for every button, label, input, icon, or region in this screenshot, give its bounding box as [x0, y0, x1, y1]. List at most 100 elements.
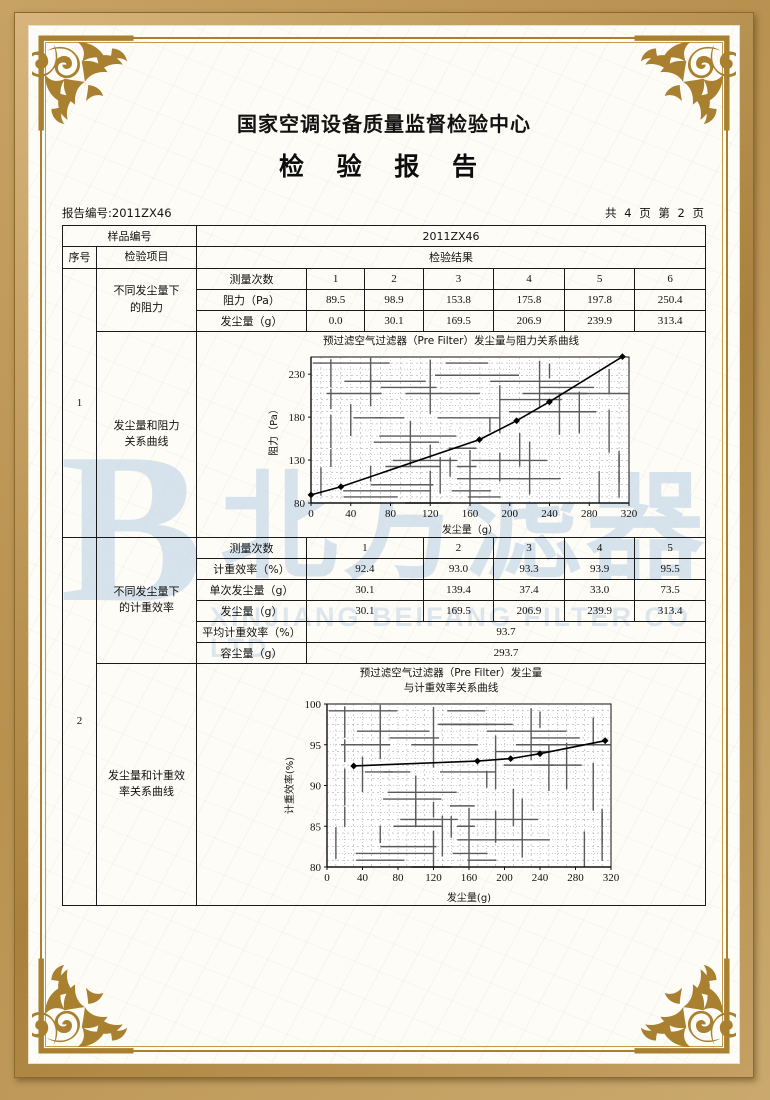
report-content: 国家空调设备质量监督检验中心 检 验 报 告 报告编号:2011ZX46 共 4…	[62, 70, 706, 1030]
svg-text:0: 0	[308, 508, 314, 520]
section1-index: 1	[62, 267, 97, 538]
table-row-sample: 样品编号 2011ZX46	[62, 225, 706, 247]
svg-text:320: 320	[621, 508, 637, 520]
table-row: 发尘量（g） 0.0 30.1 169.5 206.9 239.9 313.4	[63, 309, 706, 332]
svg-text:280: 280	[581, 508, 598, 520]
cell: 93.3	[493, 557, 565, 580]
row-header-dust-capacity: 容尘量（g）	[196, 641, 307, 664]
cell: 239.9	[563, 599, 636, 622]
svg-text:130: 130	[289, 455, 306, 467]
svg-text:95: 95	[310, 740, 322, 752]
row-header-single-dust: 单次发尘量（g）	[196, 578, 307, 601]
report-meta-row: 报告编号:2011ZX46 共 4 页 第 2 页	[62, 205, 706, 221]
cell: 313.4	[634, 599, 706, 622]
page-indicator: 共 4 页 第 2 页	[605, 206, 706, 220]
cell: 153.8	[422, 288, 495, 311]
chart2-plot: 0 40 80 120 160 200 240 280 320 80 85 90 95 100 发尘量(g)…	[283, 699, 620, 903]
cell: 293.7	[306, 641, 706, 664]
svg-text:200: 200	[502, 508, 519, 520]
svg-text:180: 180	[289, 412, 306, 424]
svg-text:200: 200	[496, 872, 513, 884]
table-row: 1 不同发尘量下 的阻力 测量次数 1 2 3 4 5 6	[62, 267, 706, 538]
cell: 239.9	[563, 309, 636, 332]
chart1-plot: 0 40 80 120 160 200 240 280 320 80 130 180 230 发尘量（g）…	[267, 352, 637, 535]
cell: 33.0	[563, 578, 636, 601]
cell: 89.5	[305, 288, 366, 311]
row-header-resistance: 阻力（Pa）	[196, 288, 307, 311]
cell: 93.0	[422, 557, 495, 580]
row-header-measure-count: 测量次数	[196, 536, 307, 559]
cell: 95.5	[634, 557, 706, 580]
svg-text:160: 160	[462, 508, 479, 520]
svg-text:100: 100	[305, 699, 322, 711]
cell: 3	[493, 536, 565, 559]
cell: 1	[306, 536, 424, 559]
page-title: 检 验 报 告	[278, 152, 490, 181]
cell: 206.9	[493, 309, 565, 332]
svg-text:80: 80	[385, 508, 397, 520]
column-header-result: 检验结果	[196, 246, 706, 269]
svg-text:320: 320	[603, 872, 620, 884]
svg-text:40: 40	[345, 508, 357, 520]
svg-text:90: 90	[310, 781, 322, 793]
section2-index: 2	[62, 536, 97, 907]
cell: 4	[493, 267, 565, 290]
table-row: 2 不同发尘量下 的计重效率 测量次数 1 2 3 4 5	[62, 536, 706, 907]
column-header-item: 检验项目	[96, 246, 197, 269]
cell: 37.4	[493, 578, 565, 601]
cell: 2	[364, 267, 424, 290]
report-number-label: 报告编号:	[62, 206, 112, 220]
cell: 30.1	[306, 578, 424, 601]
section2-item: 发尘量和计重效 率关系曲线	[96, 662, 197, 907]
cell: 6	[634, 267, 706, 290]
svg-text:80: 80	[294, 498, 306, 510]
row-header-efficiency: 计重效率（%）	[196, 557, 307, 580]
cell: 197.8	[563, 288, 636, 311]
svg-text:80: 80	[310, 862, 322, 874]
svg-text:阻力（Pa）: 阻力（Pa）	[267, 404, 280, 456]
report-number: 报告编号:2011ZX46	[62, 205, 172, 221]
svg-text:计重效率(%): 计重效率(%)	[283, 757, 296, 814]
chart-cell-efficiency: 预过滤空气过滤器（Pre Filter）发尘量 与计重效率关系曲线 0 40 80 12…	[196, 662, 706, 907]
table-row: 单次发尘量（g） 30.1 139.4 37.4 33.0 73.5	[63, 578, 706, 601]
chart-efficiency: 预过滤空气过滤器（Pre Filter）发尘量 与计重效率关系曲线 0 40 80 12…	[200, 666, 702, 903]
cell: 30.1	[364, 309, 424, 332]
cell: 5	[634, 536, 706, 559]
row-header-measure-count: 测量次数	[196, 267, 307, 290]
cell: 169.5	[422, 309, 495, 332]
cell: 139.4	[422, 578, 495, 601]
issuing-organization-title: 国家空调设备质量监督检验中心	[237, 112, 531, 136]
cell: 5	[563, 267, 636, 290]
section1-sub-item: 不同发尘量下 的阻力	[96, 267, 197, 332]
svg-text:120: 120	[425, 872, 442, 884]
svg-text:280: 280	[567, 872, 584, 884]
sample-id-label: 样品编号	[62, 225, 197, 247]
row-header-avg-efficiency: 平均计重效率（%）	[196, 620, 307, 643]
svg-text:240: 240	[541, 508, 558, 520]
inspection-report-table: 样品编号 2011ZX46 序号 检验项目 检验结果 1 不同发尘量下 的阻力 测…	[62, 225, 706, 907]
cell: 3	[422, 267, 495, 290]
svg-text:230: 230	[289, 369, 306, 381]
sample-id-value: 2011ZX46	[196, 225, 706, 247]
cell: 250.4	[634, 288, 706, 311]
cell: 93.9	[563, 557, 636, 580]
svg-text:80: 80	[393, 872, 405, 884]
cell: 73.5	[634, 578, 706, 601]
table-row-chart1: 发尘量和阻力 关系曲线 预过滤空气过滤器（Pre Filter）发尘量与阻力关系曲…	[63, 330, 706, 538]
svg-text:85: 85	[310, 821, 322, 833]
chart2-title: 预过滤空气过滤器（Pre Filter）发尘量 与计重效率关系曲线	[359, 666, 543, 694]
chart-cell-resistance: 预过滤空气过滤器（Pre Filter）发尘量与阻力关系曲线 0 40 80 120 1…	[196, 330, 706, 538]
cell: 175.8	[493, 288, 565, 311]
section2-sub-item: 不同发尘量下 的计重效率	[96, 536, 197, 664]
cell: 98.9	[364, 288, 424, 311]
svg-text:120: 120	[422, 508, 439, 520]
cell: 206.9	[493, 599, 565, 622]
cell: 30.1	[306, 599, 424, 622]
chart1-title: 预过滤空气过滤器（Pre Filter）发尘量与阻力关系曲线	[322, 334, 580, 347]
svg-text:发尘量(g): 发尘量(g)	[447, 891, 491, 903]
cell: 92.4	[306, 557, 424, 580]
section1-item: 发尘量和阻力 关系曲线	[96, 330, 197, 538]
report-number-value: 2011ZX46	[111, 206, 172, 220]
column-header-index: 序号	[62, 246, 97, 269]
cell: 169.5	[422, 599, 495, 622]
